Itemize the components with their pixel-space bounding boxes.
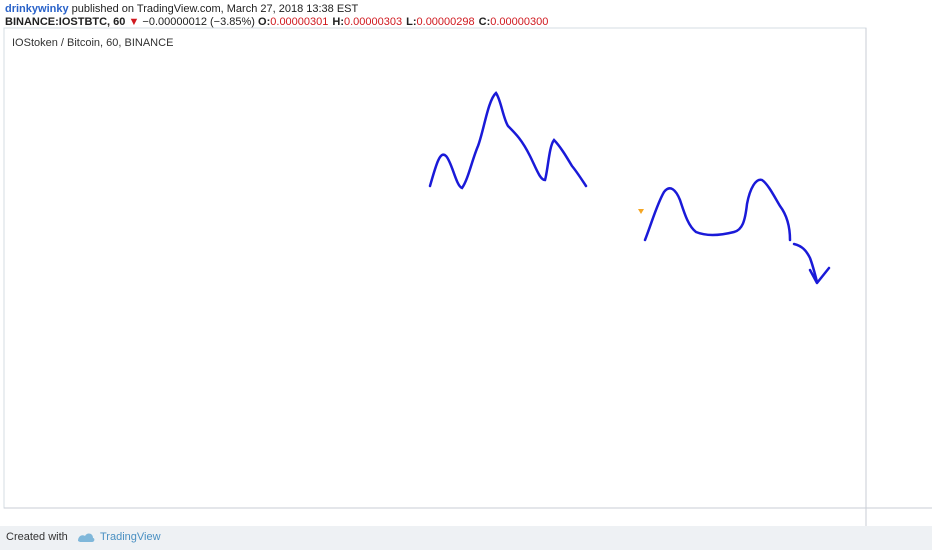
change-arrow: ▼ [128, 16, 140, 28]
ohlc-key: O: [258, 16, 271, 28]
brand[interactable]: TradingView [100, 531, 161, 543]
created-with: Created with [6, 531, 68, 543]
ohlc-key: L: [406, 16, 417, 28]
down-arrow [792, 242, 831, 285]
ohlc-value: 0.00000298 [416, 16, 475, 28]
publish-line: drinkywinky published on TradingView.com… [5, 3, 358, 15]
chart-title: IOStoken / Bitcoin, 60, BINANCE [12, 37, 173, 49]
footer: Created with TradingView [0, 526, 932, 550]
ohlc-value: 0.00000303 [344, 16, 403, 28]
event-marker [638, 209, 644, 214]
chart: IOStoken / Bitcoin, 60, BINANCE [3, 27, 932, 526]
plot-frame [3, 27, 867, 509]
symbol: BINANCE:IOSTBTC, 60 [5, 16, 126, 28]
author[interactable]: drinkywinky [5, 3, 69, 15]
ohlc-value: 0.00000301 [270, 16, 329, 28]
head-shoulders-drawing [428, 91, 588, 190]
ohlc: O:0.00000301 H:0.00000303 L:0.00000298 C:0.… [258, 16, 552, 28]
symbol-line: BINANCE:IOSTBTC, 60 ▼ −0.00000012 (−3.85… [5, 16, 552, 28]
brand-logo [78, 533, 95, 542]
ohlc-value: 0.00000300 [490, 16, 549, 28]
published: published on TradingView.com, March 27, … [71, 3, 359, 15]
ohlc-key: H: [332, 16, 344, 28]
double-top-drawing [643, 178, 792, 242]
change: −0.00000012 (−3.85%) [142, 16, 255, 28]
ohlc-key: C: [478, 16, 491, 28]
